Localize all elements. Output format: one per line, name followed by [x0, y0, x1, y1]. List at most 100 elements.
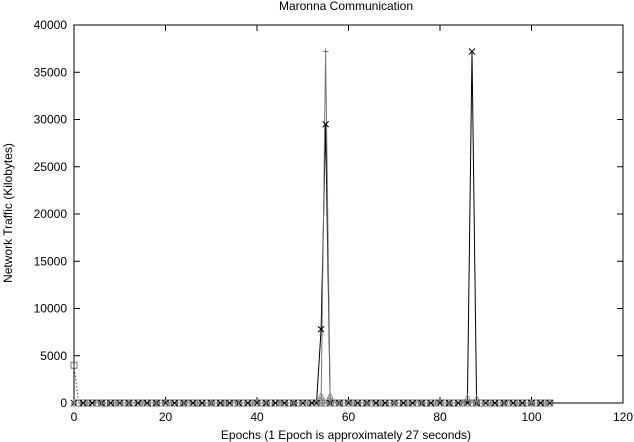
data-point	[112, 400, 119, 406]
data-point	[230, 399, 238, 407]
data-point	[235, 400, 242, 406]
data-point	[184, 399, 193, 407]
data-point	[518, 399, 526, 407]
data-point	[367, 399, 376, 407]
y-tick-label: 30000	[34, 113, 68, 127]
x-tick-label: 20	[159, 410, 173, 424]
data-point	[321, 399, 330, 407]
data-point	[391, 400, 398, 406]
x-tick-label: 60	[342, 410, 356, 424]
data-point	[354, 399, 362, 407]
x-tick-label: 40	[250, 410, 264, 424]
data-point	[244, 399, 252, 407]
data-point	[318, 400, 325, 406]
data-point	[514, 400, 521, 406]
data-point	[459, 399, 467, 407]
data-point	[463, 393, 472, 401]
plot-frame	[73, 24, 624, 404]
data-point	[153, 400, 160, 406]
data-point	[363, 400, 370, 406]
y-tick-label: 5000	[40, 349, 67, 363]
data-point	[194, 400, 201, 406]
data-point	[217, 399, 224, 407]
data-point	[304, 400, 311, 406]
x-axis-label: Epochs (1 Epoch is approximately 27 seco…	[221, 428, 471, 442]
data-point	[84, 400, 91, 406]
data-point	[98, 400, 105, 406]
x-tick-label: 80	[433, 410, 447, 424]
data-point	[345, 399, 352, 407]
data-point	[546, 399, 554, 407]
data-point	[79, 399, 87, 407]
data-point	[208, 400, 215, 406]
data-point	[432, 400, 439, 406]
data-point	[377, 400, 384, 406]
y-tick-label: 15000	[34, 254, 68, 268]
data-point	[331, 399, 339, 407]
data-point	[198, 399, 206, 407]
data-point	[299, 399, 307, 407]
data-point	[482, 399, 490, 407]
data-point	[472, 394, 481, 402]
data-point	[482, 399, 490, 407]
data-point	[299, 399, 307, 407]
data-point	[491, 399, 499, 407]
data-point	[317, 325, 325, 333]
data-point	[70, 399, 78, 407]
data-point	[546, 399, 554, 407]
data-point	[468, 399, 476, 407]
data-point	[125, 400, 132, 406]
x-tick-label: 120	[613, 410, 633, 424]
data-point	[528, 400, 535, 406]
series-line-1	[73, 365, 550, 404]
data-point	[162, 399, 169, 407]
data-point	[459, 400, 466, 406]
data-point	[344, 399, 353, 407]
y-tick-label: 20000	[34, 207, 68, 221]
data-point	[436, 399, 444, 407]
data-point	[138, 399, 147, 407]
data-point	[527, 399, 536, 407]
data-point	[180, 400, 187, 406]
data-point	[327, 400, 334, 406]
data-point	[71, 400, 77, 406]
data-point	[427, 399, 435, 407]
data-point	[171, 399, 179, 407]
x-tick-label: 0	[71, 410, 78, 424]
data-point	[413, 399, 421, 407]
series-lines	[73, 51, 550, 404]
data-point	[501, 400, 508, 406]
data-point	[161, 399, 170, 407]
chart-title: Maronna Communication	[279, 0, 413, 13]
data-point	[436, 399, 444, 407]
data-point	[446, 400, 453, 406]
data-point	[317, 391, 325, 399]
data-point	[312, 399, 321, 407]
data-point	[468, 48, 476, 55]
data-point	[116, 399, 124, 407]
data-point	[207, 399, 215, 407]
series-markers	[70, 48, 554, 407]
data-point	[93, 399, 101, 407]
y-tick-label: 40000	[34, 18, 68, 32]
data-point	[221, 400, 228, 406]
data-point	[322, 48, 329, 55]
data-point	[487, 400, 494, 406]
data-point	[404, 400, 411, 406]
y-tick-label: 0	[60, 396, 67, 410]
series-line-2	[74, 51, 550, 404]
data-point	[542, 400, 549, 406]
data-point	[322, 120, 329, 128]
data-point	[116, 399, 124, 407]
data-point	[167, 400, 174, 406]
data-point	[336, 400, 343, 406]
data-point	[313, 399, 320, 407]
data-point	[326, 391, 334, 399]
plot-border	[73, 24, 624, 404]
data-point	[253, 399, 261, 407]
data-point	[350, 400, 357, 406]
data-point	[504, 399, 513, 407]
x-tick-label: 100	[521, 410, 541, 424]
y-tick-label: 35000	[34, 65, 68, 79]
data-point	[418, 400, 425, 406]
